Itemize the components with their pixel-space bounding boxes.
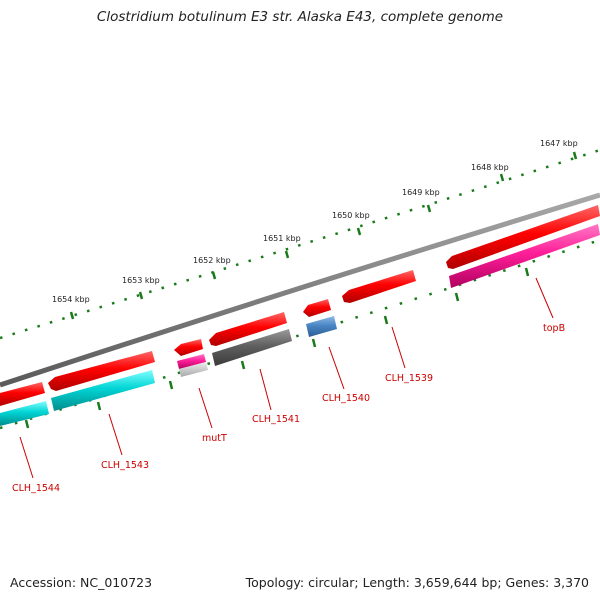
ruler-tick xyxy=(499,173,505,182)
ruler-label: 1650 kbp xyxy=(332,211,370,220)
gene-label-mutT: mutT xyxy=(202,433,227,444)
cds-arrow xyxy=(0,382,45,406)
ruler-tick xyxy=(69,311,75,320)
map-title: Clostridium botulinum E3 str. Alaska E43… xyxy=(96,9,504,25)
ruler-labels: 1647 kbp 1648 kbp 1649 kbp 1650 kbp 1651… xyxy=(52,139,578,304)
gene-features xyxy=(0,224,600,426)
ruler-tick xyxy=(356,227,362,236)
inner-ruler-ticks xyxy=(24,267,530,429)
gene-label-topB: topB xyxy=(543,323,565,334)
ruler-tick xyxy=(211,271,217,280)
ruler-label: 1654 kbp xyxy=(52,295,90,304)
ruler-tick xyxy=(426,204,432,213)
forward-strand-cds xyxy=(0,205,600,406)
gene-CLH_1544 xyxy=(0,401,49,426)
gene-CLH_1540 xyxy=(306,316,337,337)
accession-text: Accession: NC_010723 xyxy=(10,575,153,590)
gene-mutT-rna xyxy=(179,362,208,377)
ruler-tick xyxy=(572,151,578,160)
gene-label-CLH_1543: CLH_1543 xyxy=(101,460,149,471)
ruler-label: 1652 kbp xyxy=(193,256,231,265)
gene-label-CLH_1539: CLH_1539 xyxy=(385,373,433,384)
cds-arrow xyxy=(209,312,287,346)
gene-label-CLH_1540: CLH_1540 xyxy=(322,393,370,404)
genome-summary-text: Topology: circular; Length: 3,659,644 bp… xyxy=(245,575,589,590)
ruler-label: 1647 kbp xyxy=(540,139,578,148)
gene-CLH_1543 xyxy=(51,370,155,411)
ruler-tick xyxy=(284,250,290,259)
cds-arrow xyxy=(303,299,331,317)
ruler-label: 1649 kbp xyxy=(402,188,440,197)
cds-arrow xyxy=(174,339,203,356)
gene-labels: topB CLH_1539 CLH_1540 CLH_1541 mutT CLH… xyxy=(12,323,565,494)
cds-arrow xyxy=(48,351,155,391)
gene-topB xyxy=(449,224,600,288)
cds-arrow xyxy=(342,270,416,303)
ruler-label: 1648 kbp xyxy=(471,163,509,172)
genome-backbone xyxy=(0,192,600,388)
gene-label-CLH_1544: CLH_1544 xyxy=(12,483,60,494)
ruler-label: 1651 kbp xyxy=(263,234,301,243)
label-leaders xyxy=(19,277,554,479)
gene-mutT xyxy=(177,354,206,369)
ruler-label: 1653 kbp xyxy=(122,276,160,285)
ruler-ticks xyxy=(69,151,578,320)
gene-CLH_1541 xyxy=(212,329,292,366)
ruler-tick xyxy=(138,291,144,300)
cds-arrow xyxy=(446,205,600,269)
gene-label-CLH_1541: CLH_1541 xyxy=(252,414,300,425)
